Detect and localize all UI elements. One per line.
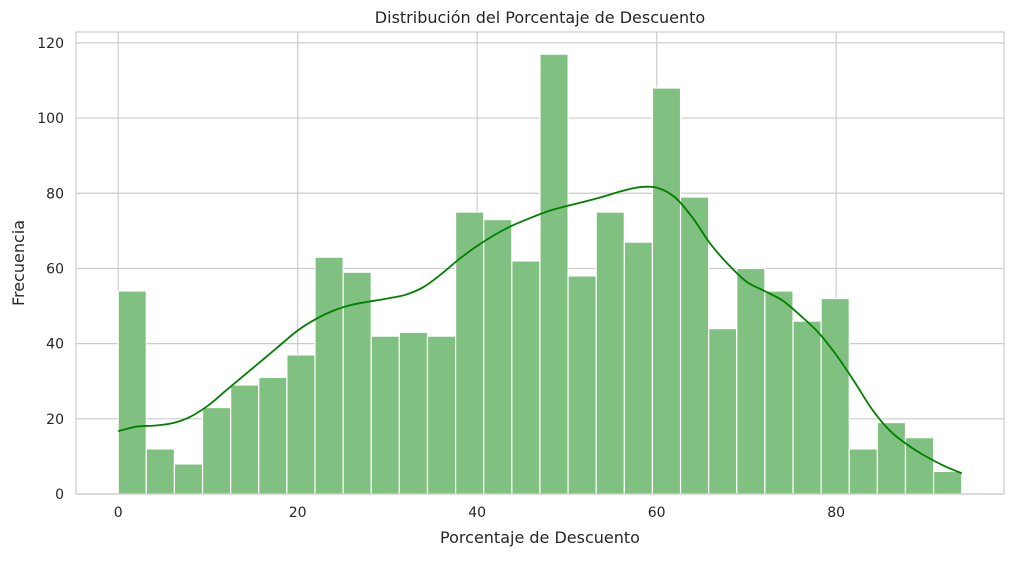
histogram-bar: [426, 335, 457, 495]
histogram-bar: [651, 87, 682, 495]
x-tick-label: 0: [114, 505, 123, 521]
histogram-bar: [117, 290, 147, 495]
y-tick-label: 0: [55, 487, 64, 503]
histogram-bar: [539, 53, 569, 495]
x-tick-labels: 0 20 40 60 80: [114, 505, 845, 521]
histogram-bar: [173, 463, 204, 495]
histogram-bar: [342, 271, 372, 495]
histogram-bar: [258, 376, 288, 495]
histogram-bar: [230, 384, 260, 495]
histogram-bar: [398, 331, 429, 495]
histogram-bar: [820, 297, 850, 495]
histogram-bars: [117, 53, 963, 495]
kde-curve-group: [117, 185, 963, 475]
histogram-bar: [623, 241, 654, 495]
x-tick-label: 80: [827, 505, 845, 521]
y-tick-labels: 0 20 40 60 80 100 120: [37, 36, 64, 503]
histogram-bar: [511, 260, 541, 495]
histogram-bar: [314, 256, 344, 495]
histogram-bar: [286, 354, 316, 495]
x-tick-label: 20: [289, 505, 307, 521]
y-axis-label: Frecuencia: [9, 220, 28, 306]
histogram-bar: [933, 470, 963, 495]
x-axis-label: Porcentaje de Descuento: [440, 528, 640, 547]
histogram-bar: [736, 267, 766, 495]
kde-line: [117, 185, 963, 475]
histogram-bar: [201, 406, 232, 495]
histogram-bar: [848, 448, 878, 495]
histogram-bar: [145, 448, 176, 495]
histogram-bar: [595, 211, 625, 495]
chart-title: Distribución del Porcentaje de Descuento: [375, 8, 705, 27]
y-tick-label: 100: [37, 111, 64, 127]
y-tick-label: 120: [37, 36, 64, 52]
y-tick-label: 80: [46, 186, 64, 202]
y-tick-label: 40: [46, 337, 64, 353]
plot-frame: [75, 31, 1005, 495]
x-tick-label: 60: [648, 505, 666, 521]
histogram-bar: [679, 196, 710, 495]
x-tick-label: 40: [468, 505, 486, 521]
y-tick-label: 60: [46, 261, 64, 277]
histogram-bar: [792, 320, 822, 495]
histogram-bar: [483, 218, 513, 495]
histogram-bar: [370, 335, 400, 495]
y-tick-label: 20: [46, 412, 64, 428]
histogram-bar: [708, 327, 738, 495]
histogram-bar: [764, 290, 794, 495]
histogram-bar: [567, 275, 597, 495]
histogram-bar: [455, 211, 485, 495]
histogram-bar: [876, 421, 907, 495]
